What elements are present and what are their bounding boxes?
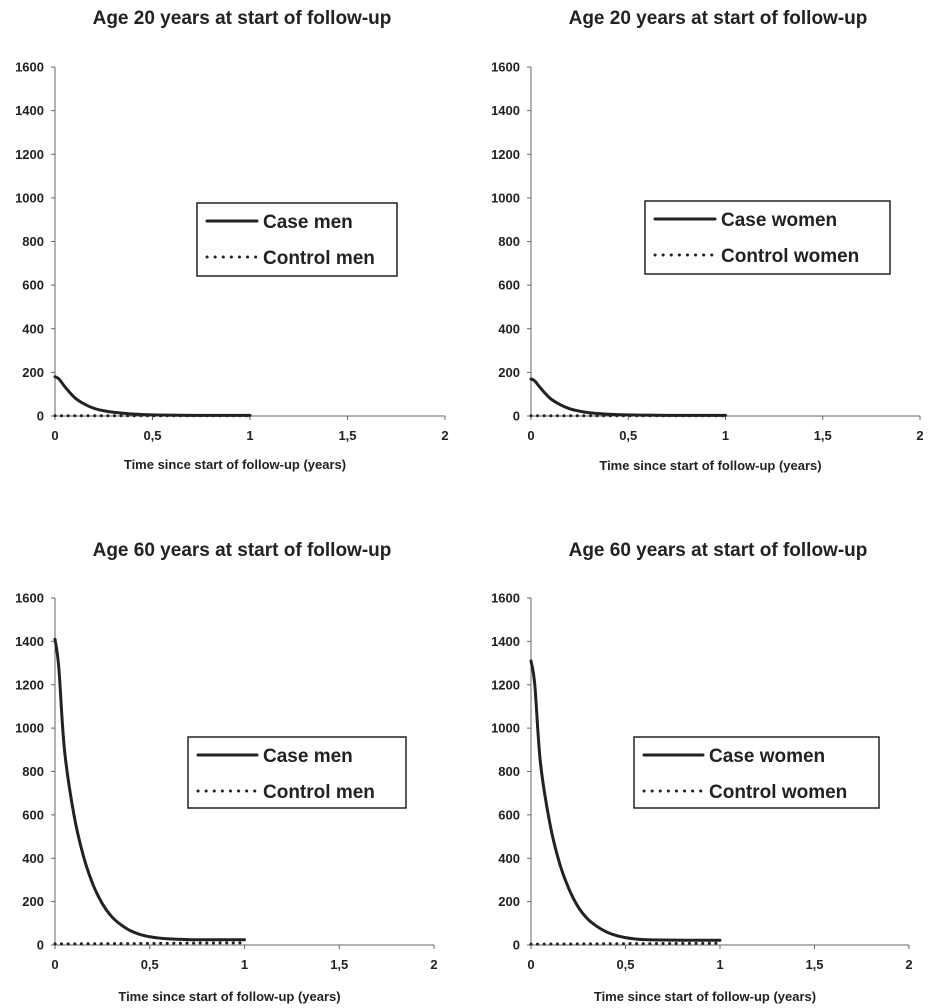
y-tick-label: 1000 xyxy=(491,721,520,736)
legend-box xyxy=(644,200,891,275)
legend: Case women Control women xyxy=(633,736,880,809)
y-tick-label: 1000 xyxy=(491,190,520,205)
x-tick-label: 2 xyxy=(905,957,912,972)
y-tick-label: 200 xyxy=(22,365,44,380)
x-tick-label: 0 xyxy=(527,428,534,443)
y-tick-label: 600 xyxy=(498,278,520,293)
y-tick-label: 1000 xyxy=(15,721,44,736)
legend-label: Case men xyxy=(263,746,353,767)
x-tick-label: 1,5 xyxy=(330,957,348,972)
y-tick-label: 400 xyxy=(498,851,520,866)
legend: Case men Control men xyxy=(187,736,407,809)
chart-title: Age 20 years at start of follow-up xyxy=(569,8,868,29)
x-tick-label: 1 xyxy=(716,957,723,972)
y-tick-label: 1400 xyxy=(15,103,44,118)
y-tick-label: 800 xyxy=(22,234,44,249)
case-series-line xyxy=(529,377,727,417)
legend-label: Control women xyxy=(721,246,859,267)
legend: Case women Control women xyxy=(644,200,891,275)
x-axis-title: Time since start of follow-up (years) xyxy=(118,989,340,1004)
y-tick-label: 1200 xyxy=(15,147,44,162)
x-tick-label: 1 xyxy=(246,428,253,443)
y-tick-label: 1200 xyxy=(15,677,44,692)
x-tick-label: 0 xyxy=(51,428,58,443)
y-tick-label: 800 xyxy=(498,234,520,249)
chart-title: Age 20 years at start of follow-up xyxy=(93,8,392,29)
y-tick-label: 400 xyxy=(498,321,520,336)
legend-label: Control men xyxy=(263,782,375,803)
y-tick-label: 0 xyxy=(37,409,44,424)
chart-title: Age 60 years at start of follow-up xyxy=(569,540,868,561)
y-tick-label: 200 xyxy=(498,365,520,380)
x-axis-title: Time since start of follow-up (years) xyxy=(599,458,821,473)
x-tick-label: 0 xyxy=(51,957,58,972)
legend-box xyxy=(633,736,880,809)
case-series-line xyxy=(53,375,252,417)
x-tick-label: 1 xyxy=(722,428,729,443)
legend: Case men Control men xyxy=(196,202,398,277)
y-tick-label: 1400 xyxy=(491,634,520,649)
x-tick-label: 1,5 xyxy=(814,428,832,443)
y-tick-label: 1600 xyxy=(491,591,520,606)
legend-label: Control men xyxy=(263,248,375,269)
y-tick-label: 0 xyxy=(513,409,520,424)
y-tick-label: 1200 xyxy=(491,677,520,692)
control-series-line xyxy=(53,941,246,946)
chart-panel-1: Age 20 years at start of follow-up 0 200 40… xyxy=(15,8,449,472)
y-tick-label: 600 xyxy=(22,278,44,293)
case-series-line xyxy=(529,659,722,942)
y-tick-label: 0 xyxy=(37,938,44,953)
x-tick-label: 0,5 xyxy=(616,957,634,972)
legend-label: Case women xyxy=(709,746,825,767)
x-tick-label: 0,5 xyxy=(143,428,161,443)
y-tick-label: 1200 xyxy=(491,147,520,162)
legend-label: Control women xyxy=(709,782,847,803)
y-tick-label: 600 xyxy=(498,807,520,822)
y-tick-label: 1400 xyxy=(491,103,520,118)
x-tick-label: 2 xyxy=(916,428,923,443)
legend-label: Case men xyxy=(263,212,353,233)
y-tick-label: 1600 xyxy=(15,60,44,75)
chart-title: Age 60 years at start of follow-up xyxy=(93,540,392,561)
y-tick-label: 200 xyxy=(22,894,44,909)
x-tick-label: 1 xyxy=(241,957,248,972)
case-series-line xyxy=(53,637,246,942)
y-tick-label: 600 xyxy=(22,807,44,822)
y-tick-label: 1000 xyxy=(15,190,44,205)
x-tick-label: 2 xyxy=(441,428,448,443)
y-tick-label: 0 xyxy=(513,938,520,953)
x-tick-label: 1,5 xyxy=(805,957,823,972)
chart-panel-3: Age 60 years at start of follow-up 0 200 40… xyxy=(15,540,438,1004)
legend-box xyxy=(196,202,398,277)
y-tick-label: 800 xyxy=(22,764,44,779)
chart-panel-4: Age 60 years at start of follow-up 0 200 40… xyxy=(491,540,913,1004)
y-tick-label: 200 xyxy=(498,894,520,909)
y-tick-label: 400 xyxy=(22,321,44,336)
y-tick-label: 1600 xyxy=(15,591,44,606)
chart-panel-2: Age 20 years at start of follow-up 0 200 40… xyxy=(491,8,924,473)
x-tick-label: 0 xyxy=(527,957,534,972)
x-tick-label: 0,5 xyxy=(619,428,637,443)
control-series-line xyxy=(529,941,722,946)
x-tick-label: 0,5 xyxy=(141,957,159,972)
x-axis-title: Time since start of follow-up (years) xyxy=(594,989,816,1004)
legend-label: Case women xyxy=(721,210,837,231)
y-tick-label: 400 xyxy=(22,851,44,866)
y-tick-label: 1600 xyxy=(491,60,520,75)
x-tick-label: 1,5 xyxy=(338,428,356,443)
y-tick-label: 1400 xyxy=(15,634,44,649)
x-tick-label: 2 xyxy=(430,957,437,972)
y-tick-label: 800 xyxy=(498,764,520,779)
legend-box xyxy=(187,736,407,809)
x-axis-title: Time since start of follow-up (years) xyxy=(124,457,346,472)
